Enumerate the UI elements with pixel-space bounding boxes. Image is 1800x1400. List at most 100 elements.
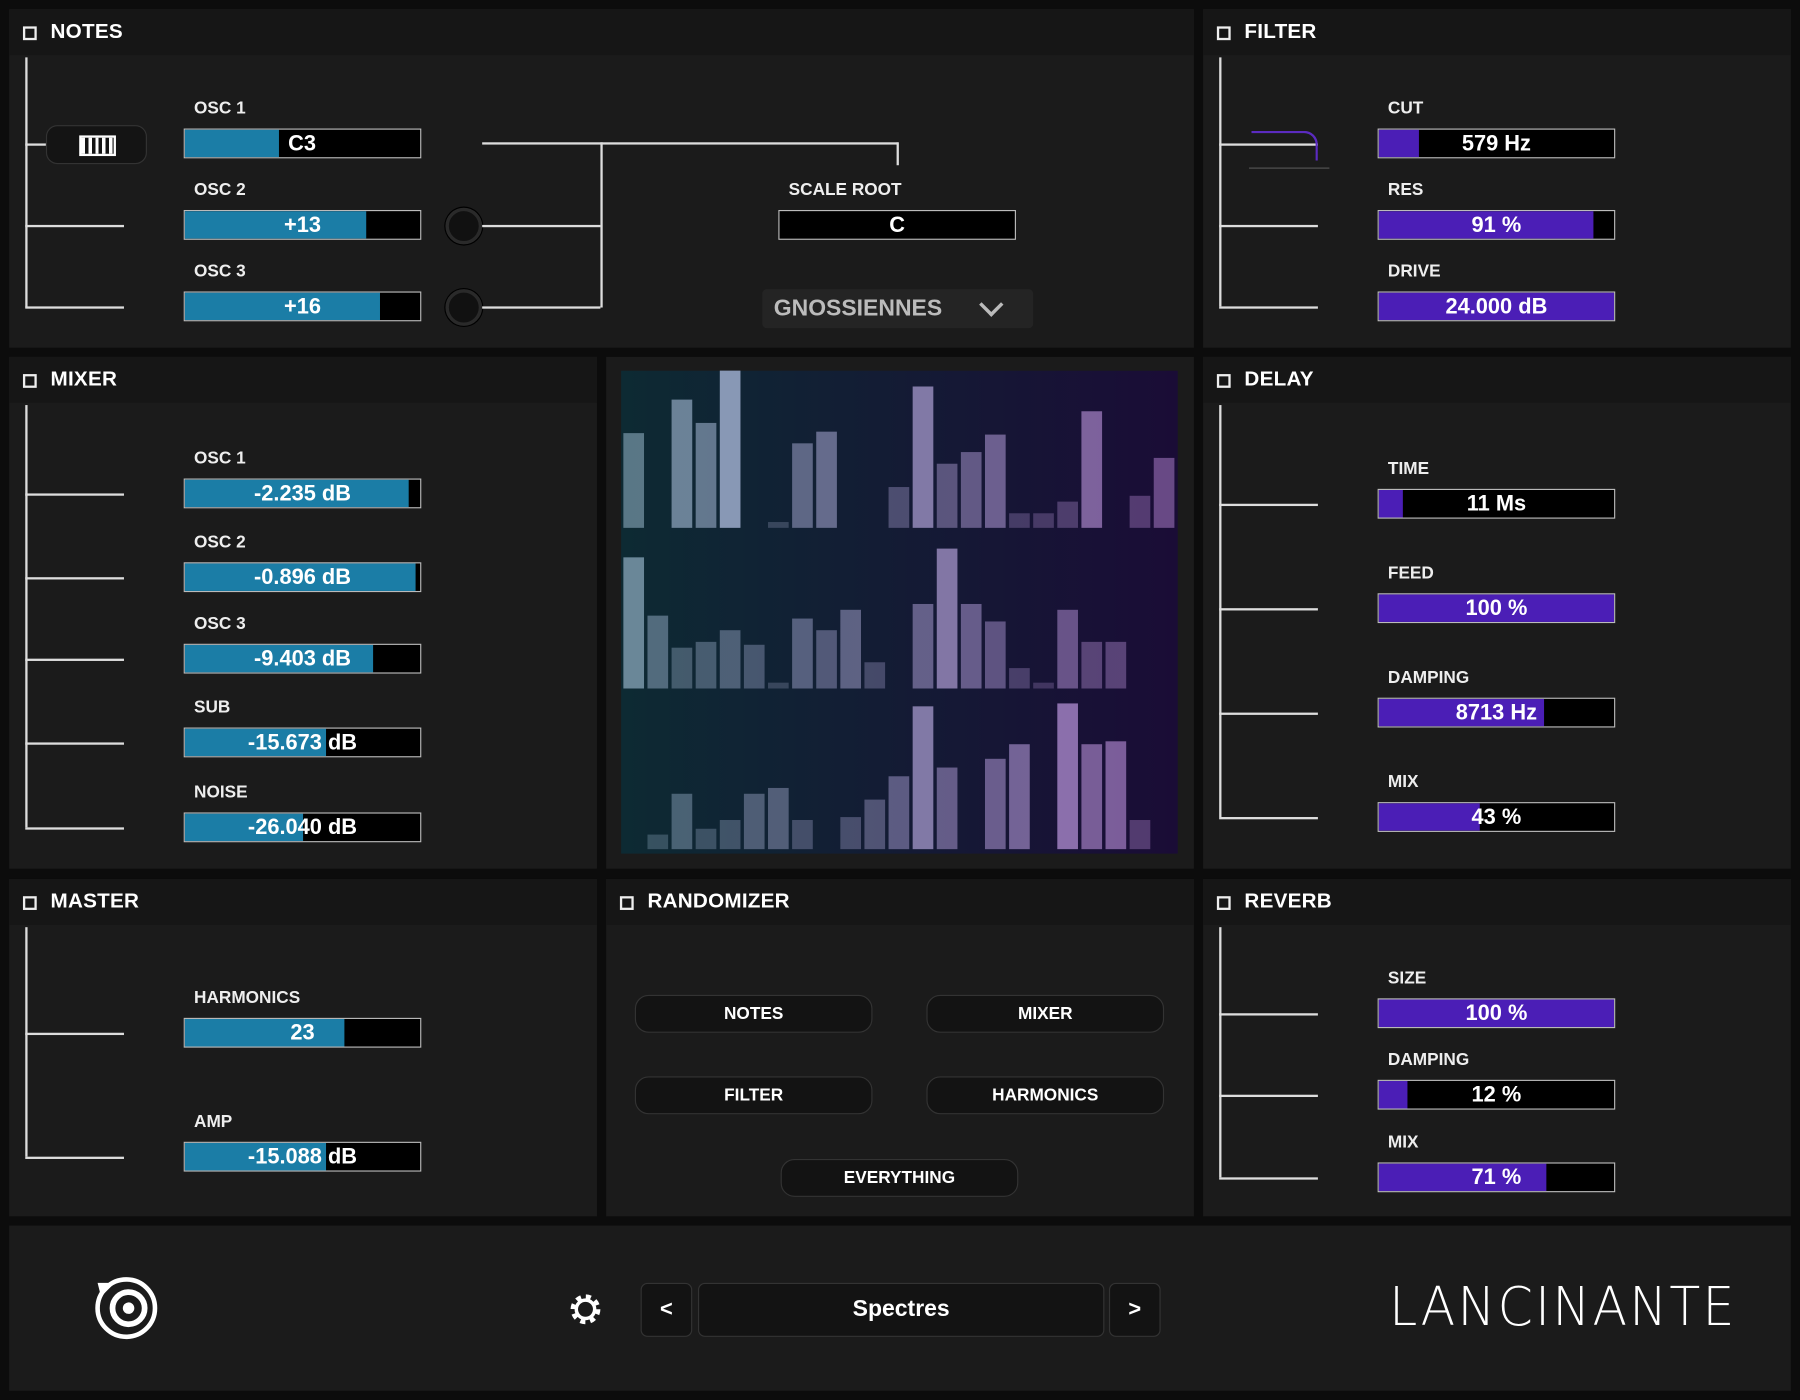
- slider[interactable]: 12 %: [1377, 1079, 1616, 1110]
- param-label: RES: [1387, 180, 1424, 200]
- slider-fill: [184, 563, 416, 591]
- randomize-button[interactable]: EVERYTHING: [780, 1158, 1019, 1197]
- spectrum-bar: [960, 452, 982, 528]
- footer: < Spectres > LANCINANTE: [9, 1225, 1791, 1391]
- connector: [25, 827, 124, 830]
- spectrum-bar: [768, 787, 789, 850]
- notes-panel: NOTES OSC 1 C3 OSC 2 +13 OSC 3 +16 SCALE ROOT C G…: [9, 9, 1194, 348]
- slider[interactable]: -15.673 dB: [183, 727, 422, 758]
- param-label: OSC 3: [194, 261, 246, 282]
- panel-header: REVERB: [1203, 878, 1791, 925]
- param-value: 579 Hz: [1461, 131, 1531, 157]
- filter-base: [1249, 167, 1330, 169]
- slider-fill: [184, 728, 327, 757]
- toggle[interactable]: [619, 896, 634, 910]
- slider[interactable]: +16: [183, 291, 422, 322]
- param-label: DAMPING: [1387, 1049, 1470, 1070]
- toggle[interactable]: [1216, 896, 1231, 910]
- spectrum-bar: [719, 630, 741, 689]
- connector: [25, 1156, 124, 1159]
- connector: [25, 224, 124, 227]
- toggle[interactable]: [22, 896, 37, 910]
- slider[interactable]: 100 %: [1377, 593, 1616, 624]
- toggle[interactable]: [22, 26, 37, 41]
- preset-name[interactable]: Spectres: [697, 1282, 1105, 1337]
- spectrum-bar: [912, 386, 934, 528]
- slider[interactable]: -2.235 dB: [183, 478, 422, 509]
- connector: [25, 1032, 124, 1035]
- randomize-button[interactable]: MIXER: [926, 994, 1165, 1033]
- filter-curve: [1251, 130, 1318, 161]
- connector: [1219, 503, 1318, 506]
- slider[interactable]: 8713 Hz: [1377, 697, 1616, 728]
- prev-button[interactable]: <: [640, 1282, 693, 1337]
- slider[interactable]: -15.088 dB: [183, 1141, 422, 1172]
- connector: [1219, 306, 1318, 309]
- connector: [25, 742, 124, 745]
- slider[interactable]: +13: [183, 209, 422, 240]
- connector: [600, 142, 603, 308]
- scale-dropdown[interactable]: GNOSSIENNES: [762, 289, 1034, 329]
- slider[interactable]: 11 Ms: [1377, 488, 1616, 519]
- spectrum-bar: [912, 603, 934, 689]
- panel-header: MIXER: [9, 356, 597, 403]
- spectrum-bar: [888, 487, 910, 528]
- knob[interactable]: [445, 289, 483, 326]
- param-label: DAMPING: [1387, 667, 1470, 688]
- slider-fill: [184, 1018, 345, 1047]
- slider-fill: [184, 1142, 327, 1171]
- param-value: 91 %: [1471, 213, 1522, 238]
- slider-fill: [184, 813, 303, 842]
- spectrum-bar: [840, 817, 861, 850]
- slider[interactable]: -9.403 dB: [183, 643, 422, 674]
- slider-fill: [184, 292, 381, 321]
- randomize-button[interactable]: FILTER: [634, 1076, 873, 1115]
- slider[interactable]: -0.896 dB: [183, 562, 422, 593]
- slider[interactable]: 24.000 dB: [1377, 291, 1616, 322]
- keyboard-button[interactable]: [45, 125, 147, 165]
- knob[interactable]: [445, 207, 483, 245]
- settings-icon[interactable]: [568, 1292, 602, 1326]
- slider[interactable]: 23: [183, 1017, 422, 1048]
- param-label: SUB: [194, 697, 231, 718]
- next-button[interactable]: >: [1108, 1282, 1161, 1337]
- spectrum-bar: [984, 621, 1006, 689]
- spectrum-bar: [1105, 741, 1127, 850]
- param-value: 100 %: [1465, 1001, 1528, 1026]
- param-value: 100 %: [1465, 596, 1528, 621]
- connector: [896, 142, 899, 166]
- slider[interactable]: C3: [183, 128, 422, 159]
- panel-title: MIXER: [50, 367, 118, 391]
- slider[interactable]: 43 %: [1377, 802, 1616, 832]
- spectrum-bar: [840, 609, 861, 689]
- param-label: OSC 1: [194, 448, 246, 469]
- toggle[interactable]: [22, 374, 37, 388]
- spectrum-bar: [719, 820, 741, 850]
- panel-title: MASTER: [50, 889, 140, 913]
- param-label: NOISE: [194, 782, 248, 803]
- spectrum-bar: [816, 431, 837, 528]
- toggle[interactable]: [1216, 26, 1231, 41]
- param-value: 23: [290, 1021, 315, 1046]
- randomize-button[interactable]: NOTES: [634, 994, 873, 1033]
- randomize-button[interactable]: HARMONICS: [926, 1076, 1165, 1115]
- panel-header: FILTER: [1203, 9, 1791, 56]
- toggle[interactable]: [1216, 374, 1231, 388]
- panel-title: FILTER: [1244, 19, 1317, 43]
- connector: [1219, 817, 1318, 819]
- slider[interactable]: 100 %: [1377, 998, 1616, 1029]
- spectrum-bar: [695, 828, 717, 850]
- slider[interactable]: 91 %: [1377, 209, 1616, 240]
- spectrum-bar: [792, 443, 813, 528]
- slider[interactable]: 71 %: [1377, 1162, 1616, 1193]
- brand-icon: [95, 1277, 158, 1340]
- slider[interactable]: C: [778, 209, 1016, 240]
- param-value: 43 %: [1471, 805, 1522, 830]
- spectrum-bar: [1057, 609, 1078, 689]
- slider[interactable]: 579 Hz: [1377, 128, 1616, 159]
- spectrum-bar: [1057, 501, 1078, 528]
- connector: [25, 57, 27, 308]
- spectrum-bar: [1153, 457, 1175, 528]
- slider[interactable]: -26.040 dB: [183, 812, 422, 843]
